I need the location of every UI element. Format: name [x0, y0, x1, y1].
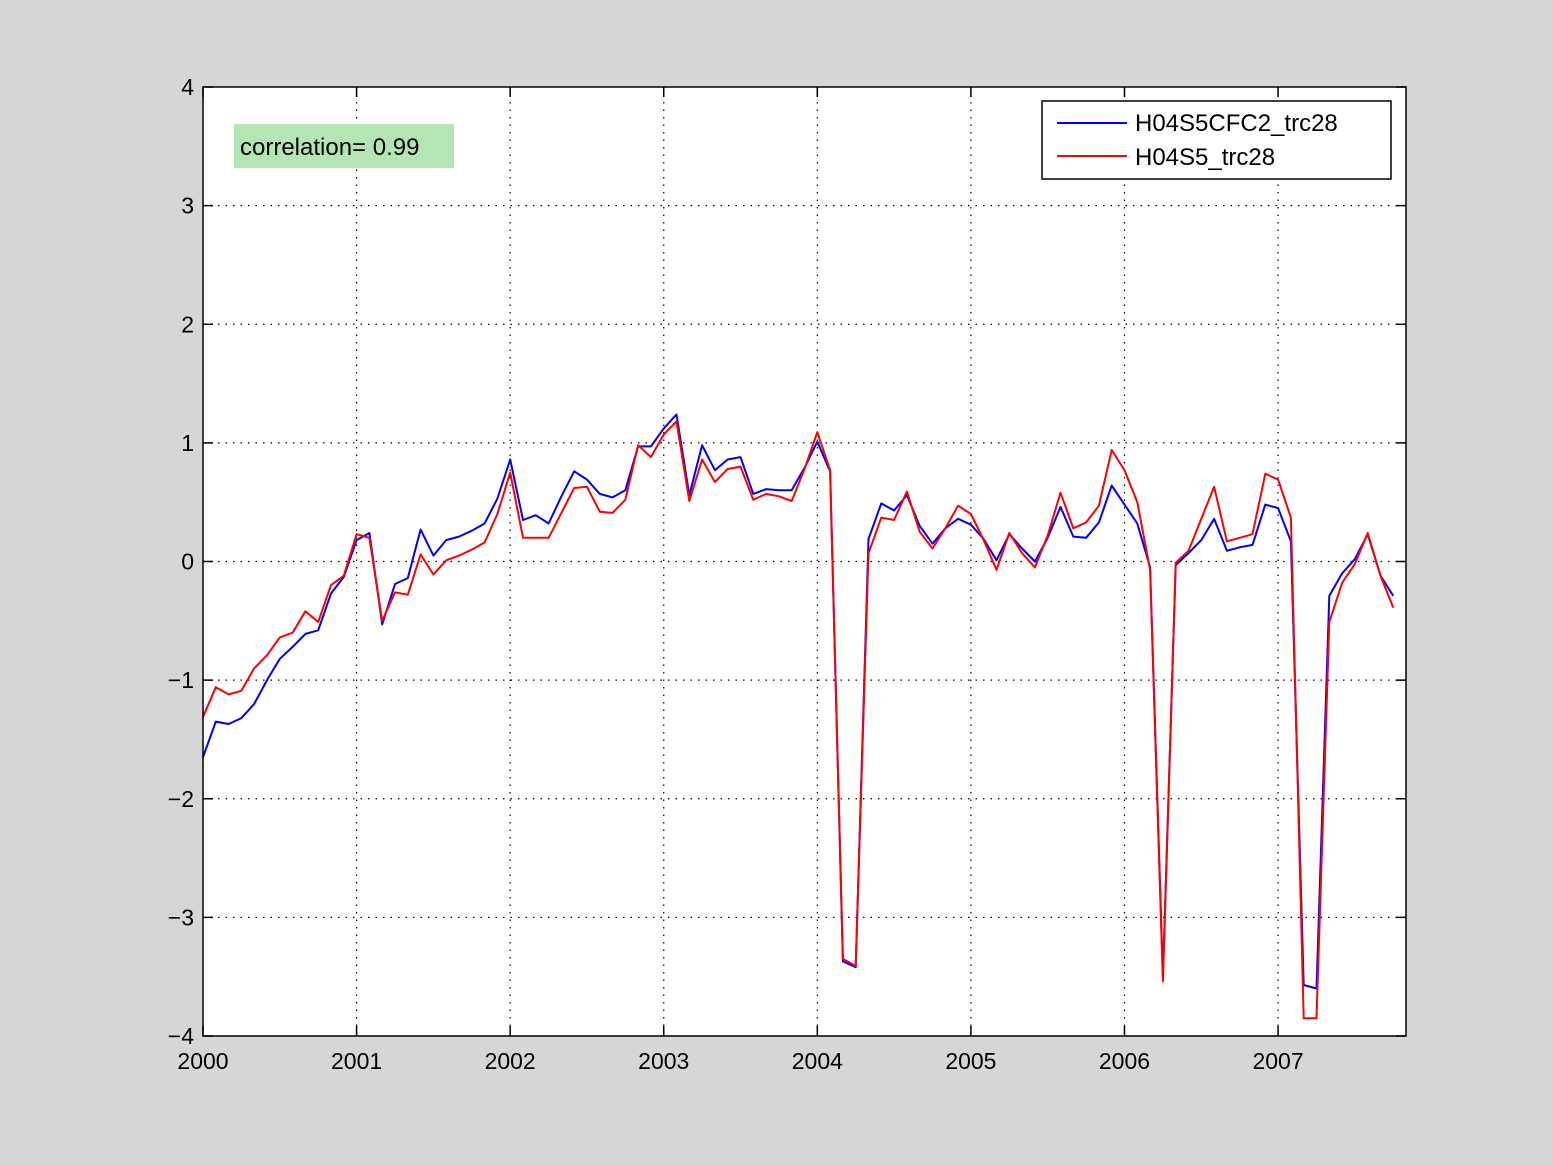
annotation-text: correlation= 0.99 [240, 134, 419, 161]
x-tick-label: 2007 [1252, 1048, 1303, 1074]
y-tick-label: 0 [181, 549, 194, 575]
legend-box [1041, 100, 1392, 180]
x-tick-label: 2006 [1099, 1048, 1150, 1074]
series-line-2 [202, 420, 1395, 1020]
x-tick-label: 2002 [485, 1048, 536, 1074]
y-tick-label: −4 [168, 1023, 194, 1049]
y-tick-label: 3 [181, 193, 194, 219]
y-tick-label: −1 [168, 667, 194, 693]
annotation-background [234, 124, 454, 168]
x-tick-label: 2001 [331, 1048, 382, 1074]
x-tick-label: 2004 [792, 1048, 843, 1074]
x-tick-label: 2000 [177, 1048, 228, 1074]
y-tick-label: 1 [181, 430, 194, 456]
y-tick-label: −2 [168, 786, 194, 812]
grid-lines [203, 87, 1406, 1036]
y-tick-label: 2 [181, 311, 194, 337]
y-tick-label: 4 [181, 74, 194, 100]
legend-label-series-2: H04S5_trc28 [1135, 144, 1275, 171]
x-tick-labels: 2000 2001 2002 2003 2004 2005 2006 2007 [177, 1048, 1303, 1074]
y-tick-label: −3 [168, 904, 194, 930]
correlation-annotation: correlation= 0.99 [234, 124, 454, 168]
x-tick-label: 2005 [945, 1048, 996, 1074]
x-tick-label: 2003 [638, 1048, 689, 1074]
series-line-1 [202, 413, 1395, 990]
series-layer [202, 413, 1395, 1020]
legend: H04S5CFC2_trc28 H04S5_trc28 [1041, 100, 1392, 180]
y-tick-labels: −4 −3 −2 −1 0 1 2 3 4 [168, 74, 194, 1049]
plot-frame [202, 86, 1407, 1037]
legend-label-series-1: H04S5CFC2_trc28 [1135, 110, 1338, 137]
